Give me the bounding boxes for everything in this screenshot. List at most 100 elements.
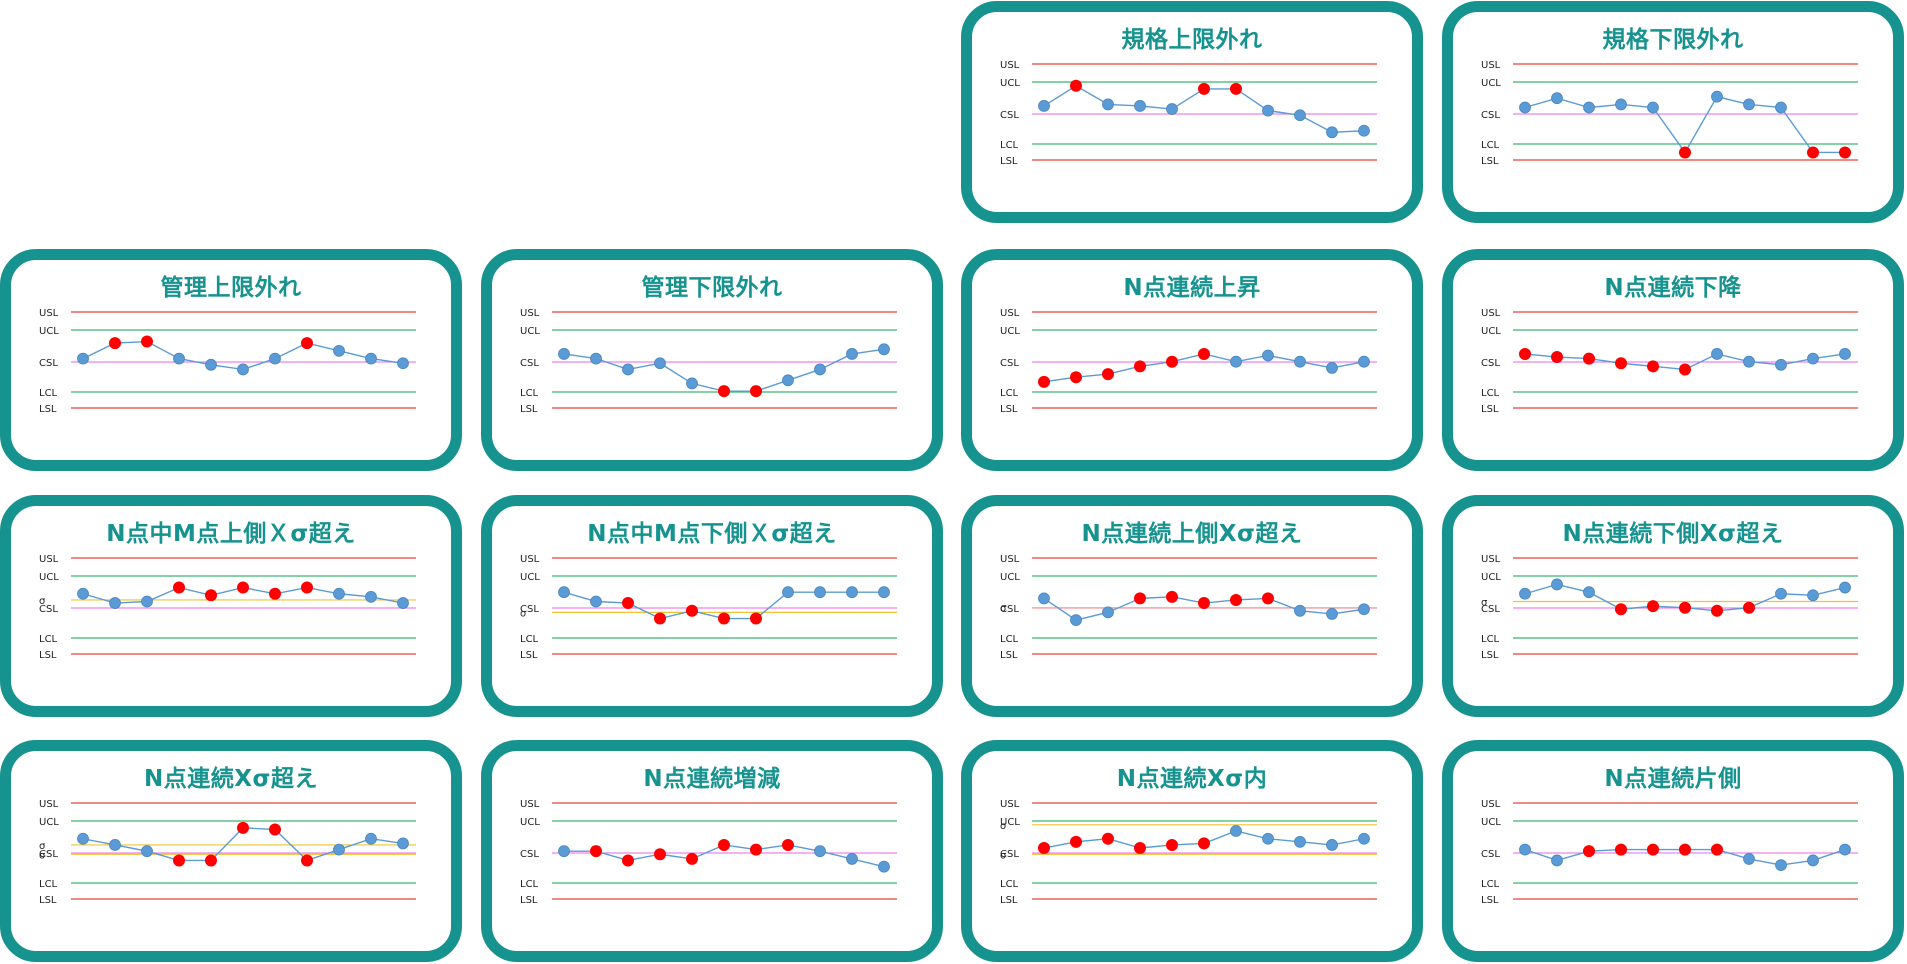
card-title: N点中M点下側Ｘσ超え <box>587 521 837 547</box>
usl-label: USL <box>39 799 59 810</box>
usl-label: USL <box>1481 308 1501 319</box>
csl-label: CSL <box>1481 849 1500 860</box>
alarm-point <box>622 597 634 610</box>
lcl-label: LCL <box>520 634 539 645</box>
alarm-point <box>1615 357 1627 370</box>
lcl-label: LCL <box>1481 879 1500 890</box>
data-point <box>1807 854 1819 867</box>
usl-label: USL <box>520 308 540 319</box>
sigma-label: σ <box>39 841 46 852</box>
data-point <box>397 597 409 609</box>
alarm-point <box>301 581 313 594</box>
data-point <box>590 352 602 365</box>
data-point <box>109 597 121 609</box>
alarm-point <box>750 612 762 625</box>
alarm-point <box>1519 347 1531 360</box>
data-point <box>1807 352 1819 365</box>
ucl-label: UCL <box>520 817 540 828</box>
ucl-label: UCL <box>520 326 540 337</box>
data-point <box>1583 101 1595 114</box>
data-point <box>1775 101 1787 114</box>
data-point <box>77 587 89 600</box>
data-point <box>1743 98 1755 111</box>
data-point <box>109 839 121 851</box>
control-chart: USL UCL CSL LCL LSL <box>1481 60 1858 167</box>
alarm-point <box>1711 604 1723 617</box>
data-point <box>1262 832 1274 845</box>
lsl-label: LSL <box>39 650 57 661</box>
csl-label: CSL <box>39 358 58 369</box>
control-chart: USL UCL CSL LCL LSL σ <box>1000 554 1377 661</box>
lcl-label: LCL <box>520 388 539 399</box>
chart-card: 規格上限外れ USL UCL CSL LCL LSL <box>961 1 1423 223</box>
sigma-label: σ <box>1000 821 1007 832</box>
alarm-point <box>237 581 249 594</box>
alarm-point <box>301 854 313 867</box>
data-point <box>1358 832 1370 845</box>
sigma-label: σ <box>520 608 527 619</box>
alarm-point <box>718 385 730 398</box>
alarm-point <box>1134 842 1146 855</box>
alarm-point <box>141 335 153 348</box>
data-point <box>1551 854 1563 867</box>
data-point <box>1166 103 1178 115</box>
chart-card: 規格下限外れ USL UCL CSL LCL LSL <box>1442 1 1904 223</box>
card-title: N点連続片側 <box>1604 766 1742 792</box>
data-point <box>1775 587 1787 600</box>
alarm-point <box>1615 603 1627 616</box>
lcl-label: LCL <box>1481 140 1500 151</box>
control-chart: USL UCL CSL LCL LSL σ σ <box>1000 799 1377 906</box>
lsl-label: LSL <box>1481 404 1499 415</box>
data-point <box>1326 608 1338 620</box>
alarm-point <box>654 848 666 861</box>
alarm-point <box>1711 843 1723 856</box>
control-chart: USL UCL CSL LCL LSL σ <box>520 554 897 661</box>
data-point <box>558 348 570 360</box>
ucl-label: UCL <box>1481 326 1501 337</box>
lcl-label: LCL <box>1481 388 1500 399</box>
ucl-label: UCL <box>1000 572 1020 583</box>
alarm-point <box>1230 82 1242 95</box>
data-point <box>1551 578 1563 591</box>
alarm-point <box>205 589 217 602</box>
chart-card: N点連続増減 USL UCL CSL LCL LSL <box>481 740 943 962</box>
card-title: N点連続下降 <box>1604 275 1742 301</box>
usl-label: USL <box>1000 60 1020 71</box>
alarm-point <box>1647 843 1659 856</box>
alarm-point <box>1743 601 1755 614</box>
card-title: N点連続上昇 <box>1123 275 1261 301</box>
lsl-label: LSL <box>39 404 57 415</box>
alarm-point <box>1070 79 1082 92</box>
csl-label: CSL <box>1481 110 1500 121</box>
alarm-point <box>782 838 794 851</box>
data-point <box>1743 853 1755 865</box>
data-point <box>1519 843 1531 856</box>
lsl-label: LSL <box>1481 895 1499 906</box>
csl-label: CSL <box>1000 849 1019 860</box>
card-title: 規格上限外れ <box>1121 27 1263 53</box>
lsl-label: LSL <box>1000 156 1018 167</box>
data-point <box>622 363 634 376</box>
data-point <box>1230 355 1242 368</box>
lsl-label: LSL <box>39 895 57 906</box>
data-point <box>365 352 377 365</box>
usl-label: USL <box>1481 554 1501 565</box>
ucl-label: UCL <box>39 817 59 828</box>
alarm-point <box>1551 351 1563 364</box>
lcl-label: LCL <box>39 879 58 890</box>
csl-label: CSL <box>1000 110 1019 121</box>
lsl-label: LSL <box>1000 895 1018 906</box>
card-title: 管理上限外れ <box>160 275 302 301</box>
lcl-label: LCL <box>520 879 539 890</box>
control-chart: USL UCL CSL LCL LSL <box>39 308 416 415</box>
alarm-point <box>1583 352 1595 365</box>
alarm-point <box>1198 82 1210 95</box>
data-point <box>141 845 153 858</box>
control-chart: USL UCL CSL LCL LSL σ <box>1481 554 1858 661</box>
alarm-point <box>1198 837 1210 850</box>
alarm-point <box>1134 592 1146 605</box>
alarm-point <box>1038 375 1050 388</box>
alarm-point <box>109 337 121 350</box>
data-point <box>1294 355 1306 368</box>
chart-card: 管理上限外れ USL UCL CSL LCL LSL <box>0 249 462 471</box>
